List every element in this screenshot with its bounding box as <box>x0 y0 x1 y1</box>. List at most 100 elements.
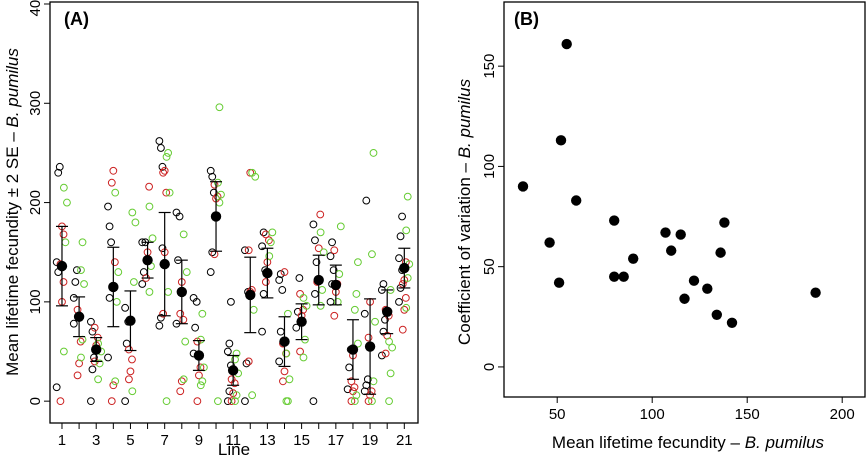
panel-a-replicate-point-green <box>114 268 123 276</box>
panel-a-replicate-point-red <box>159 309 168 318</box>
panel-b-point <box>609 215 620 226</box>
panel-a-replicate-point-black <box>398 212 406 221</box>
panel-a-replicate-point-green <box>354 339 362 348</box>
panel-a-mean-point <box>347 344 359 355</box>
panel-a-replicate-point-black <box>345 363 354 372</box>
panel-a-replicate-point-green <box>302 301 311 310</box>
panel-a-replicate-point-red <box>244 357 253 366</box>
panel-a-replicate-point-green <box>179 230 188 239</box>
panel-b-label: (B) <box>514 9 539 29</box>
panel-a-replicate-point-red <box>125 345 133 354</box>
panel-a-replicate-point-black <box>309 397 318 406</box>
panel-a-replicate-point-green <box>232 391 241 400</box>
panel-a-x-tick-label: 15 <box>293 432 310 449</box>
panel-a-replicate-point-green <box>217 190 225 199</box>
panel-a-replicate-point-red <box>398 325 407 334</box>
panel-a-replicate-point-green <box>386 369 395 378</box>
panel-a-replicate-point-black <box>241 246 249 255</box>
panel-a-replicate-point-green <box>181 337 190 346</box>
panel-a-replicate-point-green <box>145 288 154 296</box>
panel-a-x-axis-title: Line <box>218 440 250 459</box>
panel-b-x-tick-label: 100 <box>640 406 665 423</box>
panel-a-replicate-point-red <box>177 377 186 386</box>
panel-a-replicate-point-red <box>347 377 356 386</box>
panel-a-replicate-point-green <box>299 353 308 362</box>
panel-a-replicate-point-green <box>95 359 104 368</box>
panel-b-y-axis-title: Coefficient of variation – B. pumilus <box>455 78 474 345</box>
panel-a-replicate-point-green <box>368 250 376 259</box>
panel-a-x-tick-label: 13 <box>259 432 276 449</box>
panel-a-replicate-point-black <box>158 244 167 253</box>
panel-a-y-axis-title-species: B. pumilus <box>3 48 22 128</box>
panel-a-replicate-point-black <box>242 359 251 368</box>
panel-a-replicate-point-red <box>159 168 168 177</box>
panel-a-replicate-point-black <box>311 236 319 245</box>
panel-a-replicate-point-black <box>295 274 304 282</box>
panel-a-replicate-point-red <box>90 323 99 332</box>
panel-a-replicate-point-black <box>326 252 335 261</box>
panel-a-replicate-point-green <box>111 377 120 386</box>
panel-a-mean-point <box>73 311 85 322</box>
panel-a-replicate-point-black <box>55 162 64 171</box>
panel-a-mean-point <box>262 267 273 279</box>
panel-a-replicate-point-green <box>80 280 88 288</box>
panel-a-replicate-point-red <box>56 397 65 406</box>
panel-a-replicate-point-black <box>395 254 403 263</box>
panel-a-replicate-point-black <box>241 397 249 406</box>
panel-b-x-tick-label: 150 <box>735 406 760 423</box>
panel-a-replicate-point-black <box>275 276 284 284</box>
panel-a-replicate-point-black <box>278 286 287 294</box>
panel-a-replicate-point-red <box>280 268 289 276</box>
panel-a-replicate-point-black <box>208 172 217 181</box>
panel-a-x-tick-label: 19 <box>362 432 379 449</box>
panel-a-replicate-point-green <box>164 149 173 157</box>
panel-a-replicate-point-green <box>282 397 291 406</box>
panel-a-replicate-point-red <box>59 278 68 286</box>
panel-b-y-tick-label: 50 <box>481 258 498 275</box>
panel-a-replicate-point-green <box>232 349 241 358</box>
panel-b-point <box>609 271 620 282</box>
panel-a-replicate-point-green <box>249 305 258 314</box>
panel-a-y-axis-title-prefix: Mean lifetime fecundity ± 2 SE – <box>3 127 22 375</box>
panel-b-x-tick-label: 50 <box>549 406 566 423</box>
panel-b-x-tick-label: 200 <box>830 406 855 423</box>
panel-a-replicate-point-green <box>148 234 157 243</box>
panel-a-replicate-point-black <box>225 339 234 348</box>
panel-a-replicate-point-green <box>164 288 173 296</box>
panel-a-replicate-point-red <box>176 309 185 318</box>
panel-a-replicate-point-red <box>76 337 85 346</box>
panel-a-replicate-point-green <box>111 188 120 197</box>
panel-b-y-axis-title-species: B. pumilus <box>455 78 474 158</box>
panel-b: (B) 0 50 100 150 50 100 150 200 Mean lifetime f… <box>455 1 866 452</box>
panel-a-replicate-point-red <box>128 355 136 364</box>
panel-a-replicate-point-black <box>87 317 95 326</box>
panel-a-replicate-point-green <box>162 152 171 161</box>
panel-a-replicate-point-red <box>73 371 82 380</box>
panel-a-replicate-point-green <box>248 168 257 177</box>
panel-b-point <box>666 245 677 256</box>
panel-a-x-tick-label: 3 <box>92 432 100 449</box>
panel-a-replicate-point-black <box>227 297 235 306</box>
panel-b-point <box>675 229 686 240</box>
panel-a-replicate-point-green <box>268 228 277 237</box>
panel-a-replicate-point-red <box>195 371 203 380</box>
panel-a-x-tick-label: 1 <box>58 432 66 449</box>
panel-b-y-tick-label: 150 <box>481 54 498 79</box>
panel-a-replicate-point-black <box>72 266 81 274</box>
panel-a-replicate-point-red <box>381 349 390 358</box>
panel-a-replicate-point-green <box>77 353 85 362</box>
panel-a-replicate-point-red <box>126 367 135 376</box>
panel-a-replicate-point-red <box>296 347 304 356</box>
panel-a-mean-point <box>91 344 102 355</box>
panel-a-replicate-point-red <box>364 333 373 342</box>
panel-a-replicate-point-red <box>59 230 68 239</box>
panel-b-point <box>719 217 730 228</box>
panel-a-replicate-point-black <box>172 208 181 217</box>
panel-a-replicate-point-green <box>316 301 325 310</box>
panel-a-replicate-point-red <box>107 397 116 406</box>
panel-a-replicate-point-black <box>258 242 266 251</box>
panel-a-replicate-point-red <box>347 397 356 406</box>
panel-a-y-tick-label: 0 <box>27 397 44 405</box>
panel-a-mean-point <box>193 350 205 361</box>
